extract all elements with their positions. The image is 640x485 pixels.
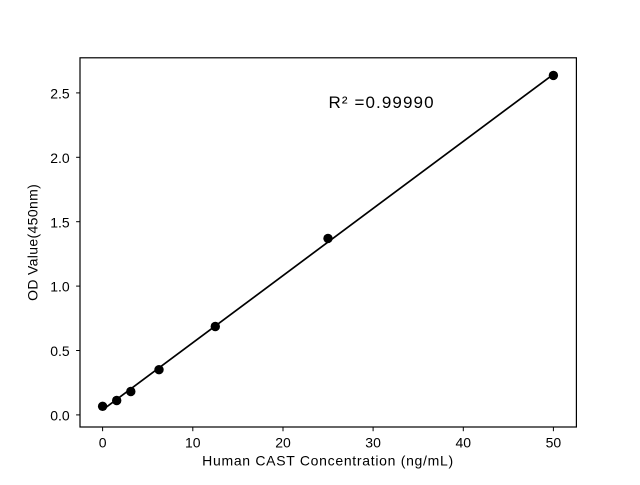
svg-text:2.5: 2.5 bbox=[50, 86, 70, 102]
svg-text:10: 10 bbox=[185, 435, 201, 451]
svg-text:20: 20 bbox=[275, 435, 291, 451]
svg-text:0: 0 bbox=[99, 435, 107, 451]
svg-text:R² =0.99990: R² =0.99990 bbox=[329, 93, 435, 112]
svg-text:40: 40 bbox=[456, 435, 472, 451]
svg-text:30: 30 bbox=[365, 435, 381, 451]
svg-text:0.5: 0.5 bbox=[50, 343, 70, 359]
svg-text:0.0: 0.0 bbox=[50, 408, 70, 424]
svg-text:2.0: 2.0 bbox=[50, 150, 70, 166]
svg-text:50: 50 bbox=[546, 435, 562, 451]
svg-text:Human CAST Concentration (ng/m: Human CAST Concentration (ng/mL) bbox=[202, 452, 454, 468]
svg-text:OD Value(450nm): OD Value(450nm) bbox=[24, 184, 40, 301]
svg-text:1.5: 1.5 bbox=[50, 214, 70, 230]
svg-text:1.0: 1.0 bbox=[50, 279, 70, 295]
